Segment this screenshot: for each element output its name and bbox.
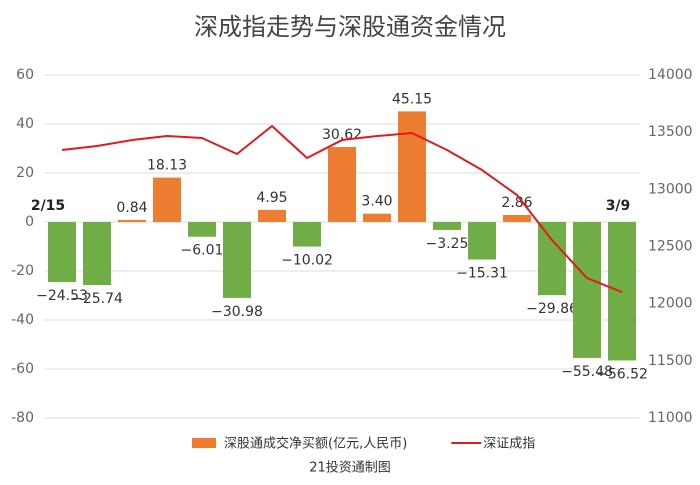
bar xyxy=(363,213,391,222)
y-tick-label: -20 xyxy=(11,263,34,279)
data-label: −56.52 xyxy=(596,366,648,382)
y2-tick-label: 11000 xyxy=(648,410,693,426)
legend-label: 深股通成交净买额(亿元,人民币) xyxy=(224,436,407,452)
bar xyxy=(328,146,356,222)
bar xyxy=(118,219,146,222)
chart-title: 深成指走势与深股通资金情况 xyxy=(194,13,506,41)
line xyxy=(61,124,623,294)
data-label: −6.01 xyxy=(181,243,224,259)
bar xyxy=(83,222,111,286)
y-tick-label: 0 xyxy=(25,214,34,230)
bar xyxy=(538,222,566,296)
bar xyxy=(503,214,531,222)
bar xyxy=(223,222,251,298)
y-tick-label: 40 xyxy=(16,116,34,132)
data-label: −15.31 xyxy=(456,266,508,282)
data-label: −25.74 xyxy=(71,291,123,307)
y2-tick-label: 14000 xyxy=(648,67,693,83)
data-label: 0.84 xyxy=(116,200,147,216)
bar xyxy=(188,222,216,237)
data-label: −55.48 xyxy=(561,364,613,380)
y-tick-label: -60 xyxy=(11,361,34,377)
y-tick-label: 20 xyxy=(16,165,34,181)
data-label: −24.53 xyxy=(36,288,88,304)
bar xyxy=(48,222,76,283)
x-tick-label: 3/9 xyxy=(606,198,631,214)
y-tick-label: -80 xyxy=(11,410,34,426)
data-label: 2.86 xyxy=(501,195,532,211)
data-label: −3.25 xyxy=(426,236,469,252)
data-label: 18.13 xyxy=(147,158,187,174)
bar xyxy=(153,177,181,222)
legend-label: 深证成指 xyxy=(483,437,535,452)
legend-swatch xyxy=(192,438,216,448)
source: 21投资通制图 xyxy=(309,460,391,476)
bar xyxy=(433,222,461,230)
bar xyxy=(573,222,601,358)
data-label: −10.02 xyxy=(281,253,333,269)
data-label: 3.40 xyxy=(361,194,392,210)
bar xyxy=(258,209,286,222)
y2-tick-label: 11500 xyxy=(648,353,693,369)
y2-tick-label: 13000 xyxy=(648,181,693,197)
data-label: −29.86 xyxy=(526,301,578,317)
y-tick-label: -40 xyxy=(11,312,34,328)
y2-tick-label: 12500 xyxy=(648,239,693,255)
y2-tick-label: 13500 xyxy=(648,124,693,140)
data-label: 45.15 xyxy=(392,91,432,107)
y-tick-label: 60 xyxy=(16,67,34,83)
x-tick-label: 2/15 xyxy=(31,198,65,214)
data-label: 4.95 xyxy=(256,190,287,206)
bar xyxy=(293,222,321,247)
data-label: −30.98 xyxy=(211,304,263,320)
bar xyxy=(468,222,496,260)
bar xyxy=(398,111,426,222)
y2-tick-label: 12000 xyxy=(648,296,693,312)
